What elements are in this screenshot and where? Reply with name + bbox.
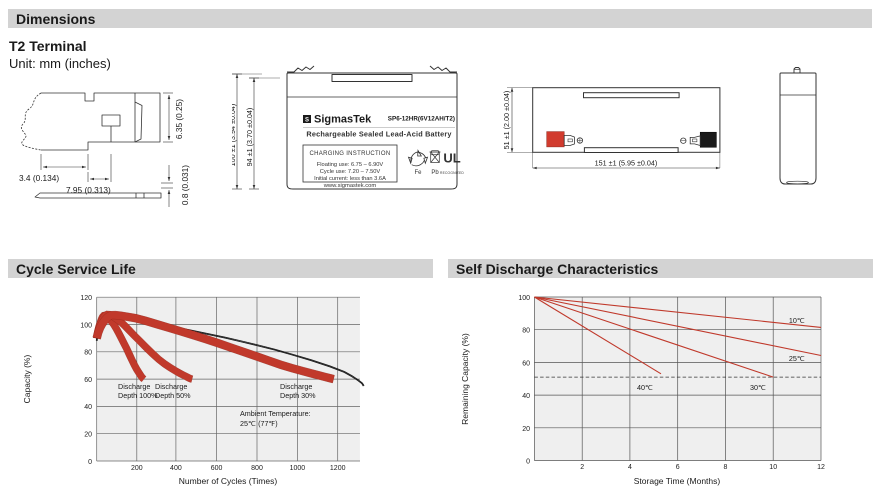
svg-text:Depth 30%: Depth 30% [280,391,316,400]
svg-text:Rechargeable Sealed Lead-Acid: Rechargeable Sealed Lead-Acid Battery [306,130,452,139]
svg-text:4: 4 [628,464,632,471]
svg-text:40: 40 [84,404,92,411]
svg-text:Pb: Pb [431,170,439,176]
svg-text:6.35 (0.25): 6.35 (0.25) [174,99,184,139]
svg-text:Discharge: Discharge [280,382,312,391]
svg-text:20: 20 [522,426,530,433]
svg-text:Depth 100%: Depth 100% [118,391,158,400]
svg-text:60: 60 [522,360,530,367]
svg-text:Discharge: Discharge [118,382,150,391]
svg-text:80: 80 [522,328,530,335]
svg-text:0.8 (0.031): 0.8 (0.031) [180,165,190,205]
svg-text:Discharge: Discharge [155,382,187,391]
svg-text:1200: 1200 [330,465,346,472]
svg-text:200: 200 [131,465,143,472]
svg-text:6: 6 [676,464,680,471]
svg-text:SP6-12HR(6V12AH/T2): SP6-12HR(6V12AH/T2) [388,116,455,123]
svg-text:0: 0 [88,459,92,466]
svg-text:Number of Cycles (Times): Number of Cycles (Times) [179,476,278,486]
svg-text:12: 12 [817,464,825,471]
svg-text:Cycle use: 7.20 – 7.50V: Cycle use: 7.20 – 7.50V [320,169,381,175]
svg-text:100 ±1 (3.94 ±0.04): 100 ±1 (3.94 ±0.04) [232,104,237,167]
svg-text:400: 400 [170,465,182,472]
svg-text:800: 800 [251,465,263,472]
svg-text:600: 600 [211,465,223,472]
svg-text:S: S [305,117,309,123]
svg-text:1000: 1000 [290,465,306,472]
svg-text:3.4 (0.134): 3.4 (0.134) [19,173,59,183]
svg-text:8: 8 [724,464,728,471]
svg-text:www.sigmastek.com: www.sigmastek.com [323,183,377,189]
svg-text:94 ±1 (3.70 ±0.04): 94 ±1 (3.70 ±0.04) [245,108,254,167]
svg-text:SigmasTek: SigmasTek [314,114,372,126]
svg-text:120: 120 [80,295,92,302]
svg-text:60: 60 [84,377,92,384]
svg-text:51 ±1 (2.00 ±0.04): 51 ±1 (2.00 ±0.04) [502,91,511,150]
svg-text:80: 80 [84,350,92,357]
svg-text:25℃: 25℃ [789,354,805,363]
svg-text:100: 100 [80,322,92,329]
svg-text:Initial current: less than 3.6: Initial current: less than 3.6A [314,176,386,182]
svg-text:20: 20 [84,432,92,439]
svg-text:RECOGNIZED: RECOGNIZED [440,171,464,175]
svg-text:UL: UL [443,150,460,165]
svg-text:Ambient Temperature:: Ambient Temperature: [240,409,311,418]
svg-text:25℃ (77℉): 25℃ (77℉) [240,419,278,428]
svg-text:100: 100 [518,295,530,302]
svg-text:7.95 (0.313): 7.95 (0.313) [66,185,111,195]
svg-text:Remaining Capacity (%): Remaining Capacity (%) [460,333,470,425]
svg-text:CHARGING INSTRUCTION: CHARGING INSTRUCTION [310,151,391,157]
svg-text:151 ±1 (5.95 ±0.04): 151 ±1 (5.95 ±0.04) [595,159,658,168]
svg-text:40: 40 [522,393,530,400]
svg-text:10: 10 [769,464,777,471]
svg-text:Capacity (%): Capacity (%) [22,355,32,404]
svg-text:Floating use: 6.75 – 6.90V: Floating use: 6.75 – 6.90V [317,162,384,168]
svg-text:2: 2 [580,464,584,471]
svg-text:Depth 50%: Depth 50% [155,391,191,400]
svg-text:0: 0 [526,459,530,466]
svg-text:Fe: Fe [414,170,422,176]
svg-text:10℃: 10℃ [789,316,805,325]
svg-text:40℃: 40℃ [637,383,653,392]
svg-text:30℃: 30℃ [750,383,766,392]
svg-text:Storage Time (Months): Storage Time (Months) [634,476,721,486]
